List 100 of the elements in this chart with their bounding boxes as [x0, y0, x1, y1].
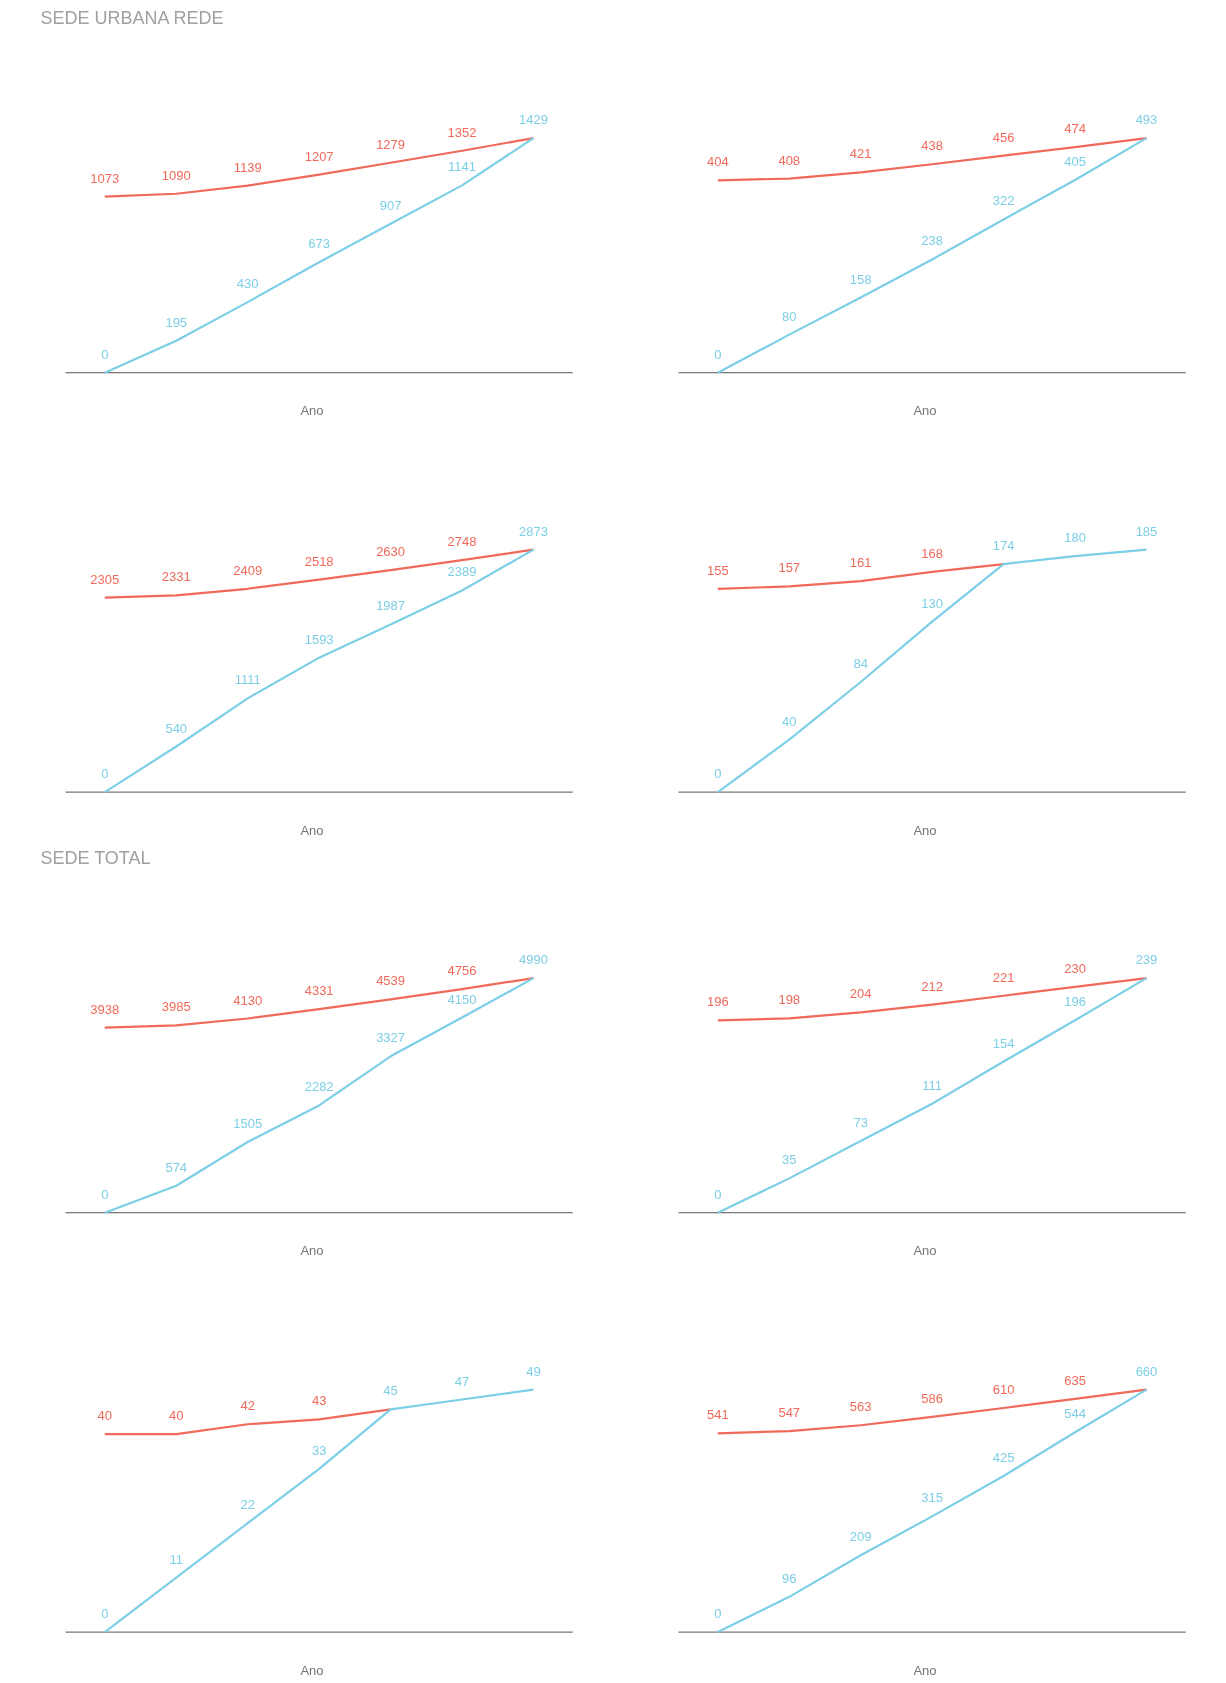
data-label: 610 — [992, 1381, 1015, 1397]
data-label: 4331 — [304, 983, 334, 999]
data-label: 2305 — [90, 571, 120, 587]
data-label: 4990 — [519, 952, 548, 968]
x-axis-title: Ano — [300, 1242, 324, 1258]
x-axis-title: Ano — [300, 402, 324, 418]
data-label: 541 — [706, 1407, 729, 1423]
data-label: 22 — [240, 1497, 255, 1513]
data-label: 425 — [992, 1449, 1015, 1465]
data-label: 0 — [714, 1186, 722, 1202]
data-label: 158 — [849, 271, 872, 287]
data-label: 1987 — [376, 598, 406, 614]
data-label: 1090 — [161, 167, 191, 183]
data-label: 1139 — [233, 159, 262, 175]
data-label: 174 — [992, 538, 1015, 554]
data-label: 0 — [101, 1606, 109, 1622]
data-label: 40 — [169, 1408, 184, 1424]
data-label: 221 — [992, 969, 1015, 985]
data-label: 1352 — [447, 124, 477, 140]
data-label: 80 — [782, 308, 797, 324]
x-axis-title: Ano — [913, 1242, 937, 1258]
data-label: 474 — [1064, 121, 1086, 137]
data-label: 45 — [383, 1383, 398, 1399]
data-label: 673 — [308, 236, 330, 252]
data-label: 2630 — [376, 544, 406, 560]
data-label: 195 — [165, 314, 188, 330]
data-label: 209 — [849, 1529, 872, 1545]
data-label: 315 — [921, 1490, 943, 1506]
data-label: 3985 — [161, 999, 191, 1015]
data-label: 547 — [778, 1405, 801, 1421]
data-label: 408 — [778, 152, 801, 168]
data-label: 43 — [311, 1393, 327, 1409]
data-label: 635 — [1064, 1372, 1086, 1388]
data-label: 563 — [849, 1399, 872, 1415]
data-label: 322 — [992, 193, 1015, 209]
data-label: 111 — [922, 1077, 943, 1093]
x-axis-title: Ano — [300, 822, 324, 838]
data-label: 0 — [101, 766, 109, 782]
data-label: 2518 — [304, 553, 334, 569]
data-label: 4150 — [447, 991, 477, 1007]
data-label: 168 — [921, 545, 943, 561]
data-label: 586 — [921, 1390, 943, 1406]
data-label: 574 — [165, 1159, 188, 1175]
data-label: 540 — [165, 720, 188, 736]
data-label: 456 — [992, 129, 1015, 145]
data-label: 185 — [1135, 523, 1158, 539]
data-label: 84 — [853, 656, 868, 671]
data-label: 196 — [706, 994, 729, 1010]
data-label: 544 — [1064, 1406, 1086, 1422]
data-label: 430 — [236, 276, 259, 292]
data-label: 0 — [714, 766, 722, 782]
data-label: 438 — [921, 138, 943, 154]
data-label: 35 — [782, 1152, 797, 1168]
data-label: 1505 — [233, 1115, 263, 1131]
data-label: 204 — [849, 986, 872, 1002]
data-label: 230 — [1064, 960, 1086, 976]
data-label: 2873 — [519, 523, 548, 539]
data-label: 1111 — [234, 672, 261, 688]
data-label: 1279 — [376, 136, 406, 152]
data-label: 493 — [1135, 112, 1158, 128]
data-label: 154 — [992, 1035, 1015, 1051]
data-label: 238 — [921, 233, 943, 249]
data-label: 1429 — [519, 112, 548, 128]
data-label: 42 — [240, 1398, 255, 1414]
data-label: 47 — [454, 1373, 470, 1389]
data-label: 421 — [849, 146, 872, 162]
data-label: 907 — [379, 197, 402, 213]
x-axis-title: Ano — [913, 822, 937, 838]
x-axis-title: Ano — [913, 1662, 937, 1678]
data-label: 157 — [778, 560, 801, 576]
data-label: 239 — [1135, 952, 1158, 968]
data-label: 4130 — [233, 992, 263, 1008]
x-axis-title: Ano — [913, 402, 937, 418]
data-label: 96 — [782, 1570, 797, 1586]
data-label: 0 — [101, 346, 109, 362]
data-label: 198 — [778, 992, 801, 1008]
data-label: 0 — [714, 346, 722, 362]
data-label: 161 — [849, 555, 872, 571]
data-label: 0 — [714, 1606, 722, 1622]
data-label: 2389 — [447, 564, 477, 580]
data-label: 0 — [101, 1186, 109, 1202]
data-label: 40 — [97, 1408, 113, 1424]
data-label: 73 — [853, 1115, 868, 1131]
data-label: 404 — [706, 154, 729, 170]
data-label: 1593 — [304, 631, 334, 647]
data-label: 33 — [311, 1442, 327, 1458]
data-label: 11 — [169, 1551, 183, 1567]
chart-title: SEDE TOTAL — [40, 847, 151, 868]
data-label: 4756 — [447, 963, 477, 979]
data-label: 3938 — [90, 1001, 120, 1017]
data-label: 1073 — [90, 170, 120, 186]
data-label: 196 — [1064, 994, 1086, 1010]
data-label: 1141 — [448, 159, 477, 175]
data-label: 212 — [921, 978, 943, 994]
data-label: 1207 — [304, 148, 334, 164]
data-label: 3327 — [376, 1030, 406, 1046]
data-label: 180 — [1064, 530, 1086, 546]
data-label: 49 — [526, 1363, 541, 1379]
data-label: 2331 — [161, 569, 191, 585]
data-label: 405 — [1064, 153, 1086, 169]
